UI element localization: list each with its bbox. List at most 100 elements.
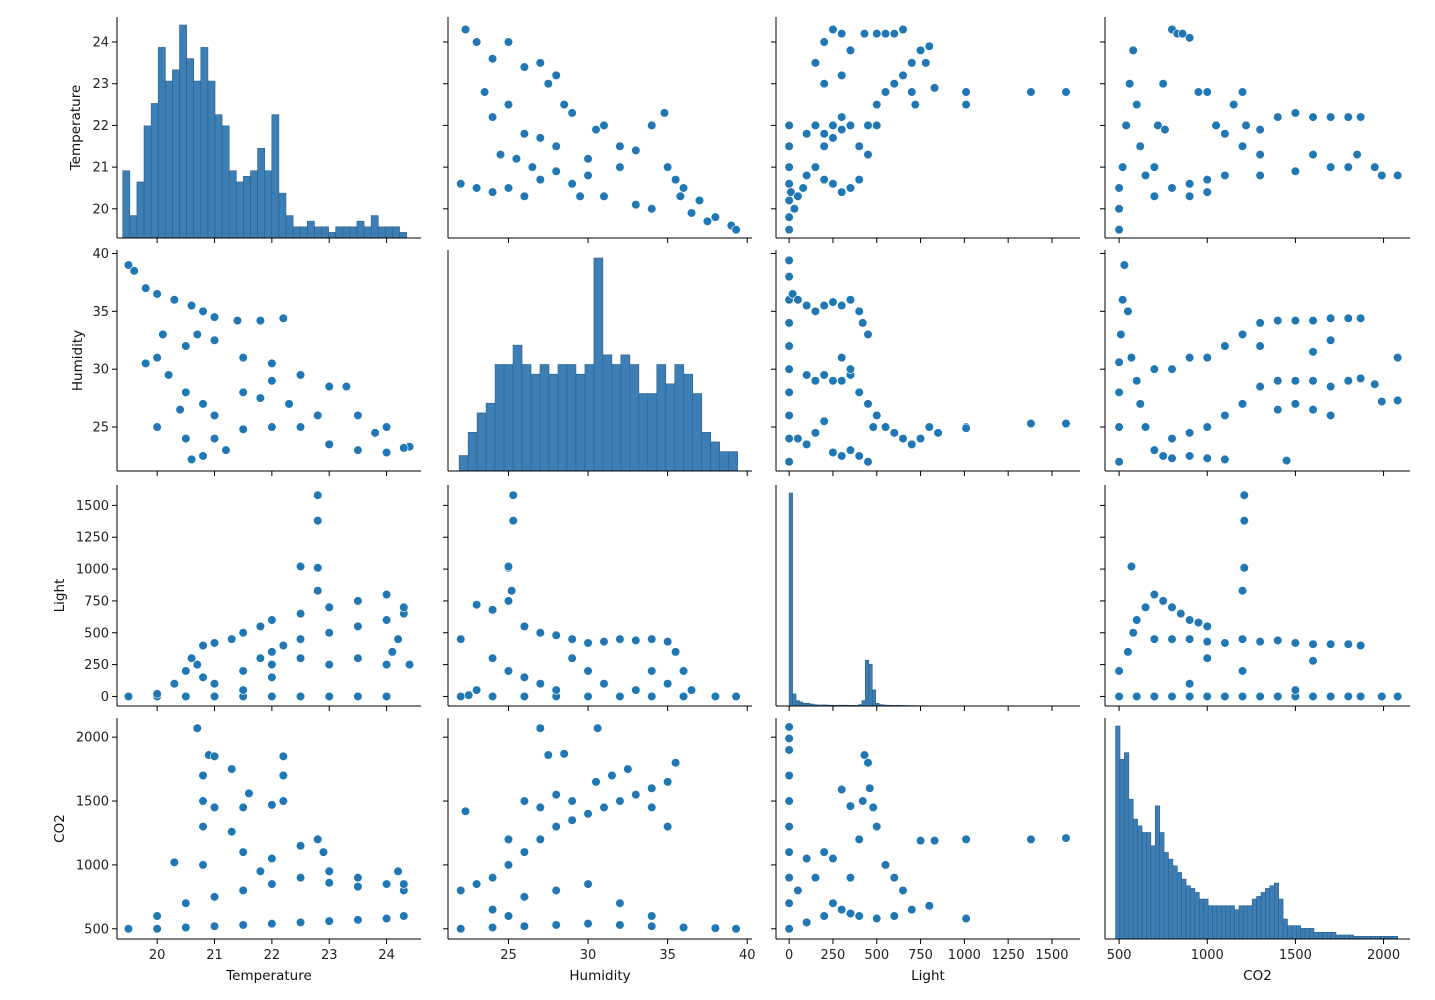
scatter-point xyxy=(810,376,821,386)
scatter-point xyxy=(324,691,334,702)
scatter-point xyxy=(1126,561,1137,572)
scatter-point xyxy=(381,691,392,702)
scatter-point xyxy=(845,295,856,305)
scatter-point xyxy=(209,679,220,689)
scatter-point xyxy=(1167,183,1177,193)
scatter-point xyxy=(353,653,363,663)
scatter-point xyxy=(786,187,796,197)
y-tick-label: 22 xyxy=(92,119,109,134)
scatter-point xyxy=(503,666,514,676)
scatter-point xyxy=(227,827,237,837)
scatter-point xyxy=(1185,428,1195,438)
histogram-bar xyxy=(548,373,559,472)
scatter-point xyxy=(1185,451,1195,461)
scatter-point xyxy=(238,685,248,695)
scatter-point xyxy=(519,892,530,902)
scatter-point xyxy=(267,672,277,682)
scatter-point xyxy=(915,836,926,846)
scatter-point xyxy=(209,312,220,322)
y-tick-label: 30 xyxy=(92,363,109,378)
scatter-point xyxy=(169,857,179,867)
scatter-point xyxy=(1185,679,1195,689)
histogram-bar xyxy=(328,232,336,239)
scatter-point xyxy=(1114,422,1124,432)
scatter-point xyxy=(238,628,248,638)
scatter-point xyxy=(1116,329,1126,340)
histogram-bar xyxy=(377,226,386,239)
histogram-bar xyxy=(306,220,315,239)
scatter-point xyxy=(819,79,829,89)
scatter-point xyxy=(663,637,673,647)
y-tick-label: 1000 xyxy=(76,858,109,873)
histogram-bar xyxy=(1313,932,1319,940)
scatter-point xyxy=(868,422,878,432)
scatter-point xyxy=(858,318,868,328)
scatter-point xyxy=(1118,162,1128,172)
scatter-point xyxy=(868,802,878,813)
scatter-point xyxy=(1185,191,1195,201)
scatter-point xyxy=(854,175,864,185)
scatter-point xyxy=(1370,379,1380,389)
scatter-point xyxy=(583,919,593,929)
scatter-point xyxy=(845,445,856,455)
scatter-point xyxy=(1239,490,1249,500)
scatter-point xyxy=(784,212,794,222)
scatter-point xyxy=(460,24,471,35)
scatter-point xyxy=(381,615,392,625)
histogram-bar xyxy=(868,663,873,707)
scatter-point xyxy=(858,796,868,806)
scatter-point xyxy=(615,796,625,806)
y-tick-label: 21 xyxy=(92,161,109,176)
scatter-point xyxy=(508,490,518,500)
scatter-point xyxy=(1308,405,1318,415)
scatter-point xyxy=(678,922,689,933)
scatter-point xyxy=(295,561,306,572)
scatter-point xyxy=(837,300,847,311)
scatter-point xyxy=(123,924,134,934)
scatter-point xyxy=(551,821,561,832)
histogram-bar xyxy=(243,176,251,239)
scatter-point xyxy=(535,834,545,844)
scatter-point xyxy=(1114,666,1124,676)
scatter-point xyxy=(784,821,794,832)
scatter-point xyxy=(845,183,856,193)
scatter-point xyxy=(238,353,248,363)
scatter-point xyxy=(1149,364,1159,374)
scatter-point xyxy=(837,70,847,80)
scatter-point xyxy=(907,87,917,97)
scatter-point xyxy=(567,796,577,806)
scatter-point xyxy=(686,685,697,695)
histogram-bar xyxy=(1243,905,1249,940)
scatter-point xyxy=(238,387,248,397)
scatter-point xyxy=(535,802,545,813)
scatter-point xyxy=(1237,329,1248,340)
scatter-point xyxy=(519,672,530,682)
histogram-bar xyxy=(1309,928,1315,940)
scatter-point xyxy=(961,99,971,110)
scatter-point xyxy=(915,45,926,55)
histogram-bar xyxy=(143,125,152,239)
scatter-point xyxy=(863,399,873,409)
scatter-point xyxy=(880,860,891,870)
scatter-point xyxy=(1193,87,1204,97)
histogram-bar xyxy=(1225,905,1231,940)
scatter-point xyxy=(209,751,220,761)
scatter-point xyxy=(854,911,864,921)
scatter-point xyxy=(1326,381,1336,392)
histogram-bar xyxy=(385,226,393,239)
panel-temperature-vs-co2 xyxy=(1100,17,1410,243)
scatter-point xyxy=(647,911,657,921)
histogram-bar xyxy=(122,170,131,239)
histogram-bar xyxy=(1172,865,1178,940)
histogram-bar xyxy=(165,80,173,239)
scatter-point xyxy=(209,892,220,902)
scatter-point xyxy=(1220,638,1230,648)
scatter-point xyxy=(399,879,409,889)
scatter-point xyxy=(1255,170,1265,181)
scatter-point xyxy=(456,691,466,702)
scatter-point xyxy=(567,634,577,644)
scatter-point xyxy=(535,723,545,733)
histogram-bar xyxy=(1344,934,1350,940)
scatter-point xyxy=(535,133,545,143)
y-tick-label: 500 xyxy=(84,922,109,937)
